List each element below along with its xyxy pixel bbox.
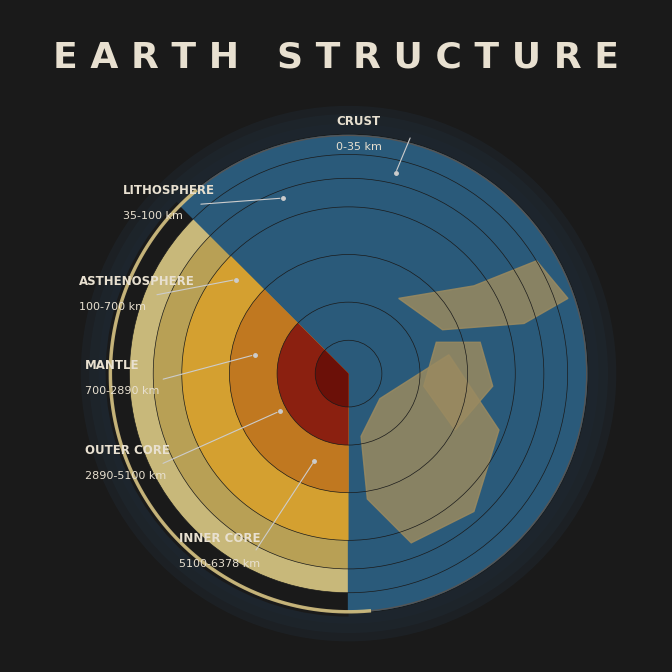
Text: MANTLE: MANTLE xyxy=(85,360,140,372)
Text: CRUST: CRUST xyxy=(336,115,380,128)
Polygon shape xyxy=(361,355,499,543)
Circle shape xyxy=(130,155,568,593)
Wedge shape xyxy=(315,350,349,407)
Text: LITHOSPHERE: LITHOSPHERE xyxy=(123,184,215,197)
Text: OUTER CORE: OUTER CORE xyxy=(85,444,170,457)
Circle shape xyxy=(153,178,544,569)
Text: 100-700 km: 100-700 km xyxy=(79,302,146,312)
Polygon shape xyxy=(361,361,505,549)
Circle shape xyxy=(110,136,587,612)
Text: 35-100 km: 35-100 km xyxy=(123,210,183,220)
Polygon shape xyxy=(424,342,499,424)
Polygon shape xyxy=(180,136,587,612)
Text: INNER CORE: INNER CORE xyxy=(179,532,261,545)
Text: 0-35 km: 0-35 km xyxy=(336,142,382,152)
Circle shape xyxy=(229,255,468,493)
Wedge shape xyxy=(130,218,349,593)
Circle shape xyxy=(315,340,382,407)
Polygon shape xyxy=(398,261,568,330)
Text: ASTHENOSPHERE: ASTHENOSPHERE xyxy=(79,275,195,288)
Circle shape xyxy=(182,207,515,540)
Wedge shape xyxy=(229,290,349,493)
Text: 700-2890 km: 700-2890 km xyxy=(85,386,160,396)
Wedge shape xyxy=(182,256,349,540)
Wedge shape xyxy=(277,323,349,445)
Polygon shape xyxy=(424,342,493,430)
Text: E A R T H   S T R U C T U R E: E A R T H S T R U C T U R E xyxy=(53,40,619,74)
Wedge shape xyxy=(106,202,349,616)
Wedge shape xyxy=(153,235,349,569)
Circle shape xyxy=(277,302,420,445)
Text: 2890-5100 km: 2890-5100 km xyxy=(85,471,167,480)
Text: 5100-6378 km: 5100-6378 km xyxy=(179,558,261,569)
